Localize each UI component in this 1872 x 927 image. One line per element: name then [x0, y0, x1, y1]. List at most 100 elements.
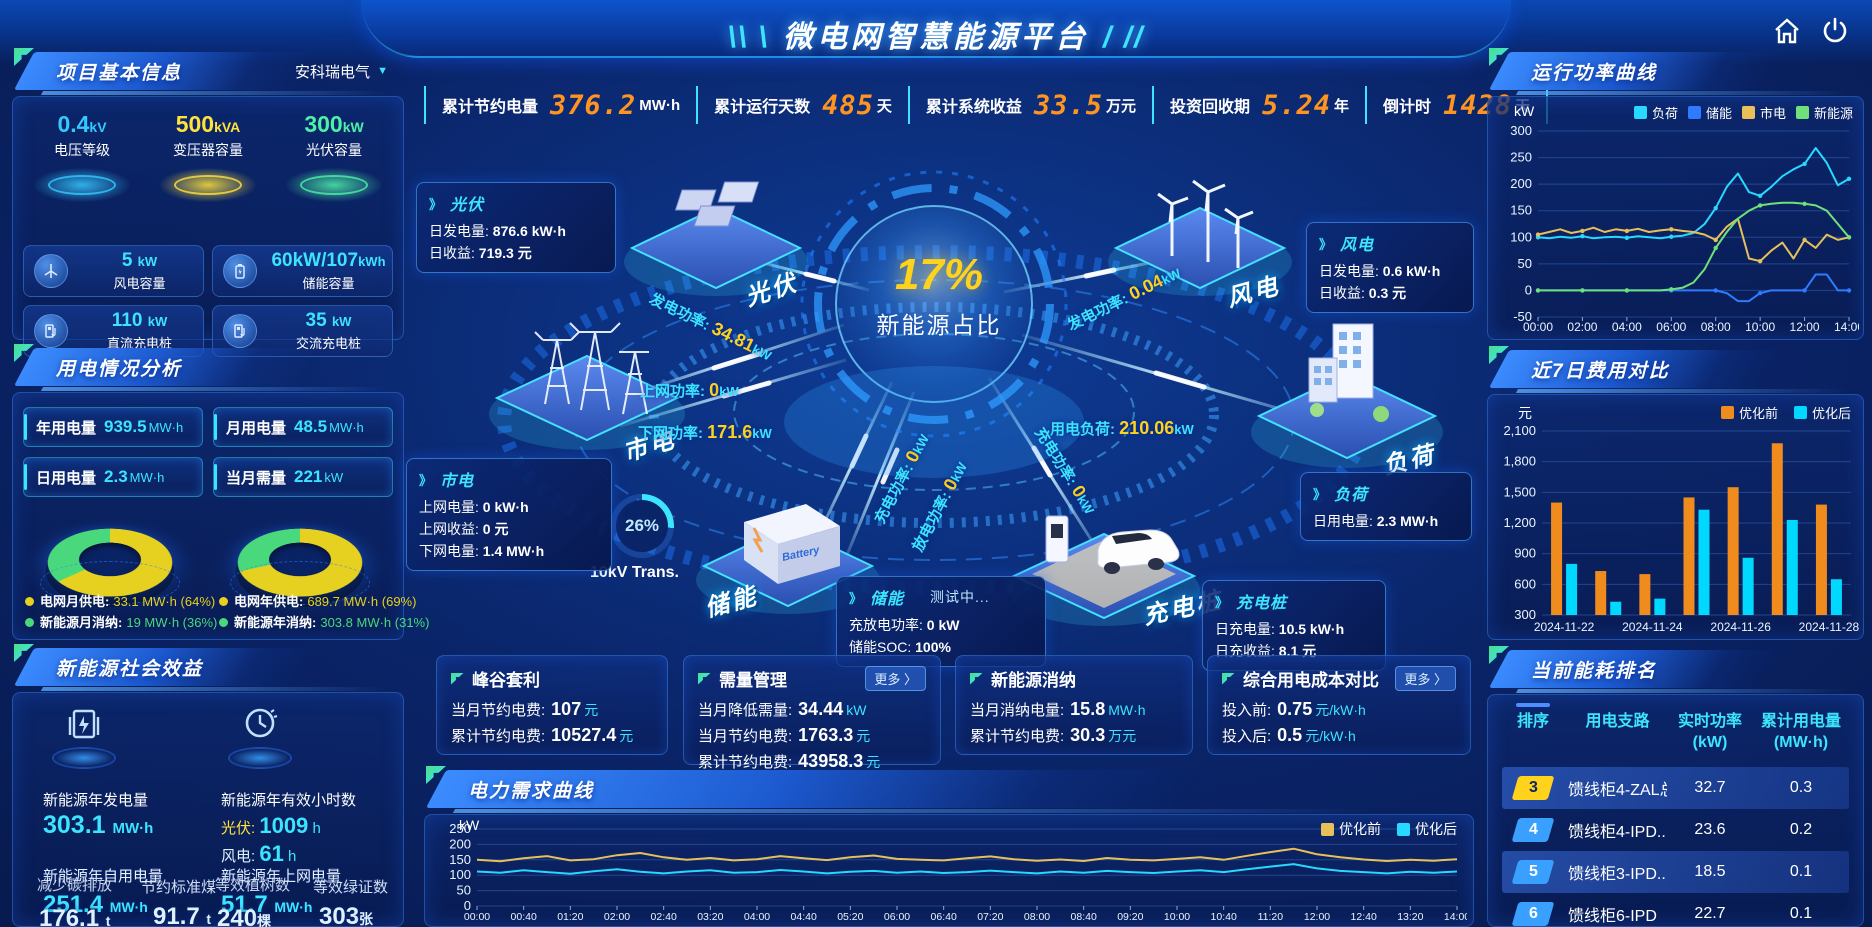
- svg-text:2024-11-26: 2024-11-26: [1710, 620, 1771, 634]
- bar-优化后-2024-11-28: [1830, 579, 1842, 615]
- hours-label: 新能源年有效小时数: [221, 792, 357, 809]
- tile-wind: [1108, 179, 1292, 296]
- realtime-power: 22.7: [1694, 905, 1726, 922]
- svg-text:06:00: 06:00: [1656, 320, 1686, 334]
- ranking-table: 排序 用电支路 实时功率 (kW) 累计用电量 (MW·h) 3 馈线柜4-ZAL总 32.7 0…: [1502, 703, 1849, 926]
- branch-name: 馈线柜4-ZAL总: [1568, 782, 1667, 799]
- tile-load: [1251, 323, 1443, 468]
- table-row[interactable]: 5 馈线柜3-IPD... 18.5 0.1: [1502, 851, 1849, 893]
- self-use-label: 新能源年自用电量: [43, 868, 164, 885]
- svg-text:03:20: 03:20: [697, 911, 723, 923]
- bar-优化后-2024-11-25: [1698, 509, 1710, 615]
- svg-text:50: 50: [1518, 256, 1532, 271]
- kpi-revenue: 累计系统收益 33.5 万元: [907, 86, 1152, 124]
- demand-more-button[interactable]: 更多 〉: [865, 666, 926, 691]
- card-corner-icon: [451, 672, 464, 685]
- power-chart-legend: 负荷 储能 市电 新能源: [1633, 103, 1853, 122]
- svg-text:2024-11-24: 2024-11-24: [1622, 620, 1683, 634]
- legend-item[interactable]: 优化前: [1720, 403, 1778, 422]
- card-wind-detail: 》风电 日发电量: 0.6 kW·h 日收益: 0.3 元: [1306, 222, 1474, 313]
- svg-text:06:00: 06:00: [884, 911, 910, 923]
- legend-swatch-icon: [1795, 106, 1809, 119]
- card-pv-detail: 》光伏 日发电量: 876.6 kW·h 日收益: 719.3 元: [416, 182, 616, 273]
- arrow-icon: 》: [419, 472, 434, 488]
- svg-text:150: 150: [1510, 203, 1532, 218]
- panel-project-info: 项目基本信息 安科瑞电气 ▼ 0.4kV 电压等级 500kVA 变压器容量: [12, 48, 404, 357]
- gen-label: 新能源年发电量: [43, 792, 149, 809]
- table-row[interactable]: 4 馈线柜4-IPD... 23.6 0.2: [1502, 809, 1849, 851]
- bar-优化后-2024-11-22: [1566, 563, 1578, 615]
- card-corner-icon: [698, 672, 711, 685]
- tile-charger: [1008, 515, 1200, 626]
- cost-more-button[interactable]: 更多 〉: [1395, 666, 1456, 691]
- realtime-power: 18.5: [1694, 863, 1726, 880]
- pedestal-pv-capacity: 300kW 光伏容量: [275, 111, 393, 202]
- power-curve-chart: 300 250 200 150 100 50 0 -50 00:00 02:00 04:00 06:0…: [1492, 123, 1864, 335]
- legend-item[interactable]: 优化前: [1321, 819, 1381, 839]
- carbon-label: 减少碳排放: [37, 877, 113, 894]
- app-title: \\ \ 微电网智慧能源平台 / //: [714, 12, 1159, 56]
- export-value: 51.7 MW·h: [221, 891, 313, 918]
- demand-axis-unit: kW: [459, 817, 480, 833]
- svg-text:00:00: 00:00: [464, 911, 490, 923]
- table-row[interactable]: 3 馈线柜4-ZAL总 32.7 0.3: [1502, 767, 1849, 809]
- card-cost-compare: 综合用电成本对比 更多 〉 投入前: 0.75 元/kW·h 投入后: 0.5 元/kW·…: [1207, 655, 1471, 755]
- panel-usage-title: 用电情况分析: [56, 358, 183, 380]
- rank-badge: 5: [1511, 860, 1555, 884]
- donut-year-legend: 电网年供电: 689.7 MW·h (69%) 新能源年消纳: 303.8 MW·h…: [219, 591, 429, 633]
- svg-text:14:00: 14:00: [1444, 911, 1467, 923]
- tile-pv: [624, 181, 808, 296]
- legend-swatch-icon: [1720, 406, 1734, 419]
- branch-name: 馈线柜4-IPD...: [1568, 824, 1667, 841]
- legend-item[interactable]: 储能: [1687, 103, 1732, 122]
- svg-text:12:40: 12:40: [1351, 911, 1377, 923]
- svg-text:04:00: 04:00: [744, 911, 770, 923]
- legend-item[interactable]: 新能源: [1795, 103, 1853, 122]
- tile-grid: [489, 322, 685, 450]
- arrow-icon: 》: [1313, 486, 1328, 502]
- card-corner-icon: [1222, 672, 1235, 685]
- pedestal-voltage: 0.4kV 电压等级: [23, 111, 141, 202]
- column-header: 实时功率 (kW): [1677, 713, 1742, 751]
- svg-text:02:00: 02:00: [604, 911, 630, 923]
- svg-text:10:40: 10:40: [1211, 911, 1237, 923]
- kpi-run-days: 累计运行天数 485 天: [696, 86, 908, 124]
- svg-text:300: 300: [1514, 607, 1536, 622]
- svg-text:900: 900: [1514, 546, 1536, 561]
- svg-text:2,100: 2,100: [1503, 425, 1536, 438]
- bar-优化前-2024-11-28: [1815, 504, 1827, 615]
- card-wind-capacity: 5 kW 风电容量: [23, 245, 204, 297]
- arrow-icon: 》: [849, 590, 864, 606]
- stat-year-usage: 年用电量 939.5 MW·h: [23, 407, 203, 447]
- svg-text:2024-11-22: 2024-11-22: [1534, 620, 1595, 634]
- svg-text:300: 300: [1510, 125, 1532, 138]
- table-scroll-indicator[interactable]: [1516, 703, 1550, 707]
- legend-item[interactable]: 优化后: [1397, 819, 1457, 839]
- legend-item[interactable]: 市电: [1741, 103, 1786, 122]
- card-corner-icon: [970, 672, 983, 685]
- svg-text:14:00: 14:00: [1834, 320, 1859, 334]
- svg-text:11:20: 11:20: [1258, 911, 1284, 923]
- trees-label: 等效植树数: [215, 877, 291, 894]
- legend-swatch-icon: [1397, 822, 1410, 836]
- branch-name: 馈线柜3-IPD...: [1568, 866, 1667, 883]
- svg-text:-50: -50: [1513, 309, 1532, 324]
- table-row[interactable]: 6 馈线柜6-IPD 22.7 0.1: [1502, 893, 1849, 926]
- svg-text:1,500: 1,500: [1503, 484, 1536, 499]
- power-icon[interactable]: [1820, 16, 1850, 46]
- energy-flow-scene: Battery 17% 新能源占比 光伏 风电: [406, 130, 1480, 671]
- panel-energy-ranking: 当前能耗排名 排序 用电支路 实时功率 (kW) 累计用电量 (MW·h) 3 馈线柜4-ZA…: [1487, 646, 1864, 927]
- legend-item[interactable]: 负荷: [1633, 103, 1678, 122]
- legend-item[interactable]: 优化后: [1793, 403, 1851, 422]
- company-selector[interactable]: 安科瑞电气 ▼: [294, 64, 388, 81]
- bar-优化前-2024-11-26: [1727, 487, 1739, 615]
- donut-month-legend: 电网月供电: 33.1 MW·h (64%) 新能源月消纳: 19 MW·h (36…: [25, 591, 217, 633]
- panel-cost-title: 近7日费用对比: [1531, 360, 1670, 382]
- panel-cost-compare: 近7日费用对比 元 优化前 优化后 2,100 1,800 1,500 1,200 900…: [1487, 346, 1864, 640]
- charger-icon: [34, 314, 68, 348]
- pedestal-glow-green: [286, 168, 382, 202]
- home-icon[interactable]: [1772, 16, 1802, 46]
- svg-text:02:40: 02:40: [651, 911, 677, 923]
- flow-from-grid: 下网功率: 171.6kW: [638, 422, 772, 442]
- svg-text:50: 50: [457, 883, 471, 898]
